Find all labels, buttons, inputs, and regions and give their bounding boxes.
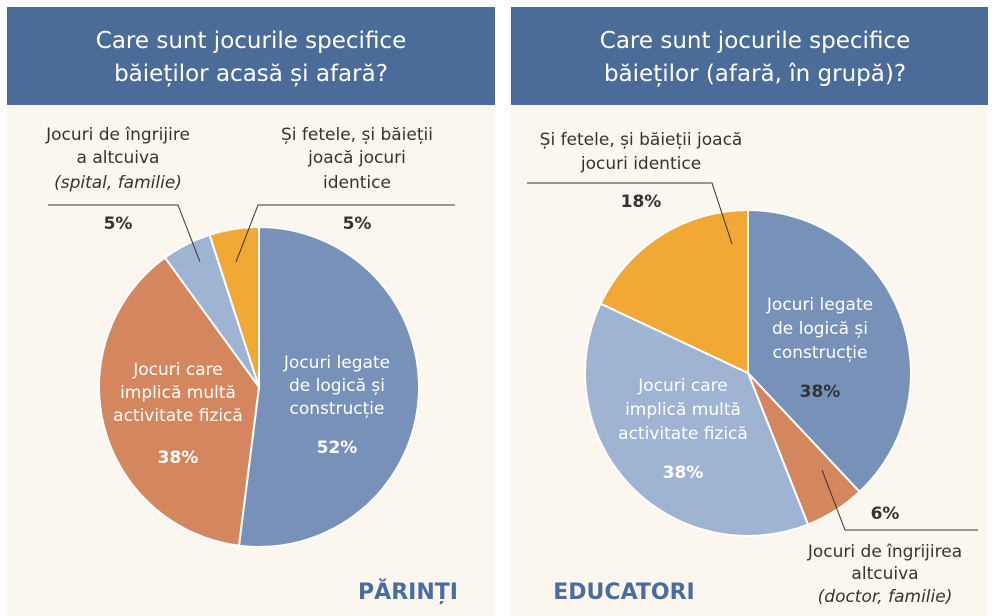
group-label: EDUCATORI <box>553 580 694 605</box>
slice-label: Jocuri care implică multă activitate fizic… <box>113 360 243 426</box>
pie-slice <box>599 208 749 375</box>
value-label: 5% <box>104 214 133 234</box>
leader-line <box>527 182 733 245</box>
leader-line <box>821 469 978 531</box>
header <box>511 7 988 105</box>
slice-label: Jocuri legate de logică și construcție <box>283 353 390 419</box>
pie-slice <box>237 225 421 548</box>
chart-title: Care sunt jocurile specifice băieților ac… <box>96 28 406 87</box>
chart-title: Care sunt jocurile specifice băieților (a… <box>600 28 910 87</box>
slice-label: Și fetele, și băieții joacă jocuri identic… <box>281 125 433 193</box>
value-label: 38% <box>800 382 841 402</box>
slice-note: (doctor, familie) <box>818 587 953 607</box>
slice-label: Jocuri de îngrijire a altcuiva <box>45 125 190 168</box>
header <box>7 7 495 105</box>
leader-line <box>235 204 455 263</box>
value-label: 52% <box>317 438 358 458</box>
pie-slice <box>747 208 912 494</box>
slice-note: (spital, familie) <box>54 173 182 193</box>
value-label: 18% <box>621 192 662 212</box>
slice-label: Jocuri legate de logică și construcție <box>766 295 873 363</box>
slice-label: Și fetele, și băieții joacă jocuri identi… <box>540 130 743 174</box>
value-label: 6% <box>871 504 900 524</box>
value-label: 38% <box>158 448 199 468</box>
slice-label: Jocuri care implică multă activitate fizic… <box>618 376 748 444</box>
slice-label: Jocuri de îngrijirea altcuiva <box>807 542 962 584</box>
pie-slice <box>584 302 810 537</box>
pie-slice <box>208 225 260 388</box>
value-label: 5% <box>343 214 372 234</box>
pie-slice <box>98 256 261 547</box>
group-label: PĂRINȚI <box>358 579 458 605</box>
value-label: 38% <box>663 463 704 483</box>
leader-line <box>48 204 201 263</box>
